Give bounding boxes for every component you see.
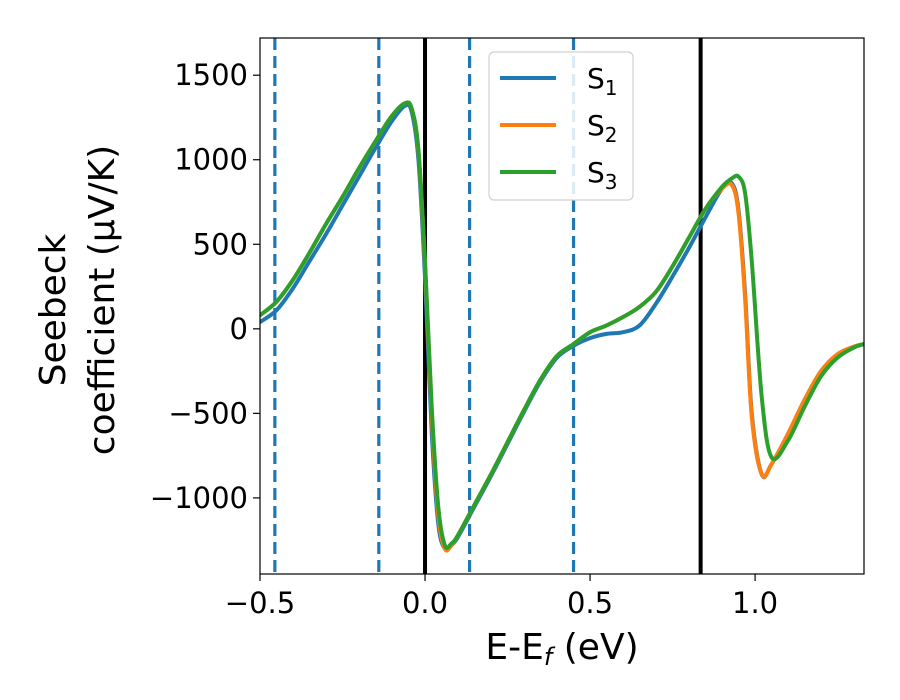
plot-frame [259, 37, 865, 575]
vertical-reference-lines [273, 38, 703, 574]
legend: S1 S2 S3 [488, 51, 634, 201]
x-tick-label: 0.5 [567, 586, 613, 620]
legend-label-s3: S3 [587, 156, 618, 194]
y-tick-label: 1500 [174, 58, 248, 92]
y-tick-label: 500 [193, 227, 248, 261]
x-tick-label: −0.5 [225, 586, 295, 620]
y-tick-label: −1000 [150, 481, 248, 515]
y-axis-title-line2: coefficient (μV/K) [82, 145, 123, 455]
legend-label-s1: S1 [587, 62, 618, 100]
x-axis-title: E-Ef (eV) [485, 627, 638, 671]
series-lines [260, 100, 864, 553]
y-axis-title-line1: Seebeck [33, 233, 74, 386]
legend-box [488, 51, 634, 201]
x-axis: −0.5 0.0 0.5 1.0 [225, 574, 778, 620]
series-line-s3 [260, 100, 864, 550]
y-tick-label: 1000 [174, 143, 248, 177]
y-axis: −1000 −500 0 500 1000 1500 [150, 58, 260, 515]
legend-label-s2: S2 [587, 109, 618, 147]
x-tick-label: 0.0 [402, 586, 448, 620]
x-tick-label: 1.0 [732, 586, 778, 620]
y-tick-label: −500 [168, 396, 248, 430]
y-tick-label: 0 [230, 312, 248, 346]
